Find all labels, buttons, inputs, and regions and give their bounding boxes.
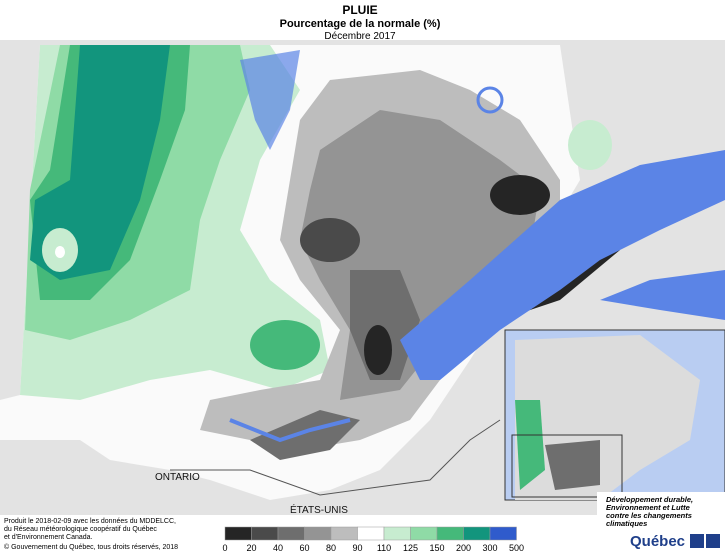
gulf bbox=[600, 270, 725, 320]
lake bbox=[240, 50, 300, 150]
logo-line: contre les changements bbox=[606, 511, 692, 520]
credit-line: du Réseau météorologique coopératif du Q… bbox=[4, 526, 157, 533]
legend-label: 300 bbox=[482, 543, 497, 552]
legend-swatch bbox=[277, 526, 305, 541]
credit-line: Produit le 2018-02-09 avec les données d… bbox=[4, 518, 176, 525]
legend-label: 500 bbox=[509, 543, 524, 552]
legend-swatch bbox=[383, 526, 411, 541]
legend-label: 40 bbox=[273, 543, 283, 552]
legend-swatch bbox=[304, 526, 332, 541]
legend-swatch bbox=[436, 526, 464, 541]
zone-local bbox=[55, 246, 65, 258]
legend-label: 200 bbox=[456, 543, 471, 552]
zone-20-40 bbox=[300, 218, 360, 262]
legend-label: 20 bbox=[246, 543, 256, 552]
zone-0-20 bbox=[364, 325, 392, 375]
map: ONTARIO ÉTATS-UNIS bbox=[0, 40, 725, 516]
zone-0-20 bbox=[490, 175, 550, 215]
logo: Développement durable,Environnement et L… bbox=[597, 492, 725, 552]
logo-brand: Québec bbox=[630, 533, 685, 550]
credit-line: et d'Environnement Canada. bbox=[4, 534, 93, 541]
region-label: ONTARIO bbox=[155, 472, 200, 483]
legend-swatch bbox=[357, 526, 385, 541]
legend-label: 60 bbox=[299, 543, 309, 552]
legend-label: 150 bbox=[429, 543, 444, 552]
subtitle: Pourcentage de la normale (%) bbox=[280, 18, 441, 30]
inset-map bbox=[504, 329, 725, 501]
logo-line: Environnement et Lutte bbox=[606, 503, 690, 512]
st-lawrence bbox=[400, 150, 725, 380]
legend-swatch bbox=[251, 526, 279, 541]
legend: 0 20 40 60 80 90 110 125 150 200 300 500 bbox=[222, 526, 524, 552]
logo-line: climatiques bbox=[606, 519, 647, 528]
legend-label: 90 bbox=[352, 543, 362, 552]
header: PLUIE Pourcentage de la normale (%) Déce… bbox=[280, 3, 441, 42]
legend-swatch bbox=[463, 526, 491, 541]
legend-swatch bbox=[489, 526, 517, 541]
region-label: ÉTATS-UNIS bbox=[290, 503, 348, 516]
zone-local bbox=[250, 320, 320, 370]
legend-label: 0 bbox=[222, 543, 227, 552]
zone-200-300 bbox=[30, 45, 170, 280]
legend-swatch bbox=[330, 526, 358, 541]
date: Décembre 2017 bbox=[324, 31, 396, 42]
logo-flag bbox=[706, 534, 720, 548]
zone-local bbox=[568, 120, 612, 170]
inset-extent bbox=[511, 434, 623, 498]
title: PLUIE bbox=[342, 3, 377, 17]
border bbox=[170, 419, 501, 496]
legend-label: 110 bbox=[377, 543, 391, 552]
logo-flag bbox=[690, 534, 704, 548]
reservoir bbox=[476, 86, 504, 114]
credits: Produit le 2018-02-09 avec les données d… bbox=[4, 518, 176, 541]
legend-label: 80 bbox=[326, 543, 336, 552]
legend-label: 125 bbox=[403, 543, 418, 552]
legend-swatch bbox=[224, 526, 252, 541]
river bbox=[229, 418, 351, 443]
logo-line: Développement durable, bbox=[606, 495, 693, 504]
copyright: © Gouvernement du Québec, tous droits ré… bbox=[4, 543, 178, 551]
inset-zone bbox=[545, 440, 600, 490]
legend-swatch bbox=[410, 526, 438, 541]
inset-zone bbox=[515, 400, 545, 490]
